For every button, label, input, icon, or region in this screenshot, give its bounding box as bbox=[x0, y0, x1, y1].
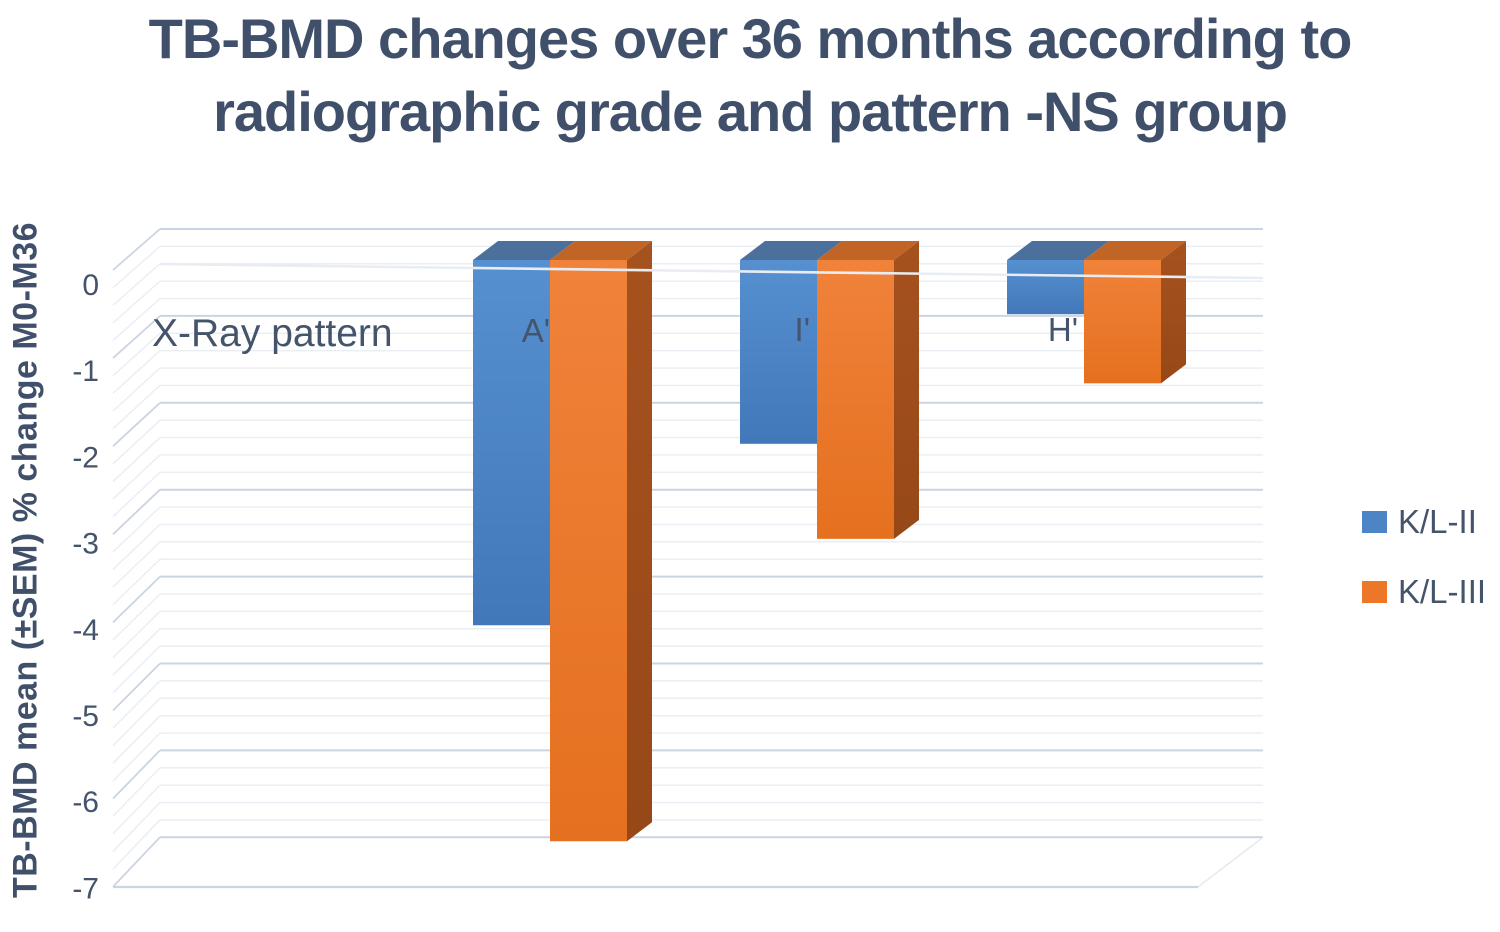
chart-title: TB-BMD changes over 36 months according … bbox=[0, 2, 1500, 148]
bar-a-k-l-iii bbox=[550, 260, 627, 842]
bar-top-i-k-l-iii bbox=[817, 241, 919, 260]
legend-swatch-kl3-icon bbox=[1362, 581, 1387, 603]
bar-h-k-l-iii bbox=[1084, 260, 1161, 384]
category-labels: A' I' H' bbox=[522, 311, 1078, 349]
y-tick-label: -2 bbox=[72, 441, 99, 474]
bar-group-a bbox=[473, 241, 652, 842]
chart-title-line1: TB-BMD changes over 36 months according … bbox=[148, 7, 1353, 70]
bar-i-k-l-iii bbox=[817, 260, 894, 539]
bar-group-h bbox=[1007, 241, 1186, 384]
gridlines bbox=[112, 228, 1264, 889]
bar-top-h-k-l-ii bbox=[1007, 241, 1109, 260]
legend: K/L-II K/L-III bbox=[1362, 503, 1487, 645]
bar-top-a-k-l-iii bbox=[550, 241, 652, 260]
legend-item-kl2: K/L-II bbox=[1362, 503, 1486, 540]
y-tick-label: -5 bbox=[72, 700, 99, 733]
legend-swatch-kl2-icon bbox=[1362, 511, 1387, 533]
y-tick-label: -1 bbox=[72, 355, 99, 388]
y-tick-label: 0 bbox=[82, 269, 99, 302]
category-label-a: A' bbox=[522, 312, 550, 349]
bar-i-k-l-ii bbox=[740, 260, 817, 444]
legend-label-kl3: K/L-III bbox=[1398, 573, 1487, 610]
chart-title-line2: radiographic grade and pattern -NS group bbox=[213, 80, 1288, 143]
bar-side-h-k-l-iii bbox=[1161, 241, 1186, 384]
bar-group-i bbox=[740, 241, 919, 539]
y-axis-tick-labels: 0 -1 -2 -3 -4 -5 -6 -7 bbox=[72, 269, 99, 905]
bar-h-k-l-ii bbox=[1007, 260, 1084, 315]
bar-top-i-k-l-ii bbox=[740, 241, 842, 260]
bar-top-h-k-l-iii bbox=[1084, 241, 1186, 260]
y-tick-label: -4 bbox=[72, 614, 99, 647]
legend-item-kl3: K/L-III bbox=[1362, 573, 1487, 610]
bars bbox=[473, 241, 1186, 842]
bar-a-k-l-ii bbox=[473, 260, 550, 626]
category-label-i: I' bbox=[795, 311, 810, 348]
x-axis-annotation: X-Ray pattern bbox=[152, 312, 393, 355]
y-tick-label: -7 bbox=[72, 872, 99, 905]
bar-side-i-k-l-iii bbox=[894, 241, 919, 539]
bar-side-a-k-l-iii bbox=[627, 241, 652, 842]
category-label-h: H' bbox=[1048, 311, 1078, 348]
legend-label-kl2: K/L-II bbox=[1398, 503, 1477, 540]
y-tick-label: -6 bbox=[72, 786, 99, 819]
y-tick-label: -3 bbox=[72, 528, 99, 561]
bar-top-a-k-l-ii bbox=[473, 241, 575, 260]
